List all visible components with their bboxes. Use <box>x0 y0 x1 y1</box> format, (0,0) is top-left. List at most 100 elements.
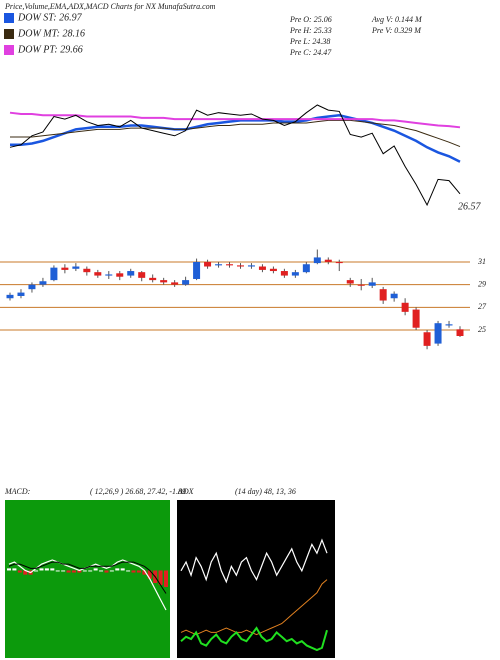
info-text: Pre L: 24.38 <box>289 37 330 46</box>
y-tick-label: 29 <box>478 279 486 288</box>
candle-body <box>313 257 321 264</box>
candle-body <box>182 280 190 285</box>
macd-histogram-bar <box>50 568 55 571</box>
legend-label: DOW PT: 29.66 <box>17 44 83 55</box>
macd-histogram-bar <box>61 570 66 572</box>
macd-histogram-bar <box>93 568 98 571</box>
macd-histogram-bar <box>158 570 163 586</box>
info-text: Pre C: 24.47 <box>289 48 332 57</box>
macd-histogram-bar <box>131 570 136 573</box>
macd-histogram-bar <box>34 570 39 572</box>
plus-di-line <box>180 626 328 652</box>
macd-label: MACD: <box>4 487 31 496</box>
candle-body <box>269 268 277 272</box>
info-text: Pre O: 25.06 <box>289 15 332 24</box>
price-line <box>9 104 461 207</box>
ema-line <box>10 113 461 163</box>
candle-body <box>116 273 124 277</box>
candle-body <box>105 274 113 276</box>
macd-histogram-bar <box>17 570 22 573</box>
candle-body <box>335 261 343 264</box>
candle-body <box>28 284 36 290</box>
candle-body <box>236 265 244 267</box>
legend-swatch <box>4 29 14 39</box>
candle-body <box>226 264 234 266</box>
last-price-label: 26.57 <box>458 201 482 212</box>
candle-body <box>368 282 376 286</box>
macd-histogram-bar <box>7 568 11 571</box>
y-tick-label: 31 <box>477 257 486 266</box>
candle-body <box>127 271 135 276</box>
ema-line <box>10 119 461 148</box>
candle-body <box>390 293 398 299</box>
candle-body <box>324 259 332 262</box>
legend-label: DOW ST: 26.97 <box>17 12 83 23</box>
macd-histogram-bar <box>104 570 109 573</box>
info-text: Pre V: 0.329 M <box>371 26 422 35</box>
macd-histogram-bar <box>23 570 28 575</box>
legend-swatch <box>4 13 14 23</box>
macd-histogram-bar <box>82 570 87 572</box>
candle-body <box>445 324 453 326</box>
adx-params: (14 day) 48, 13, 36 <box>235 487 296 496</box>
candle-body <box>61 267 69 270</box>
signal-line <box>8 561 167 594</box>
y-tick-label: 25 <box>478 325 486 334</box>
legend-swatch <box>4 45 14 55</box>
candle-body <box>17 292 25 296</box>
macd-histogram-bar <box>39 568 44 571</box>
macd-histogram-bar <box>115 568 120 571</box>
legend-label: DOW MT: 28.16 <box>17 28 85 39</box>
candle-body <box>94 272 102 276</box>
ema-line <box>9 111 461 129</box>
candle-body <box>423 332 431 346</box>
macd-histogram-bar <box>77 570 82 573</box>
candle-body <box>346 280 354 284</box>
adx-label: ADX <box>177 487 195 496</box>
minus-di-line <box>180 579 328 636</box>
candle-body <box>247 265 255 267</box>
candle-body <box>280 271 288 276</box>
y-tick-label: 27 <box>478 302 487 311</box>
candle-body <box>379 289 387 301</box>
info-text: Pre H: 25.33 <box>289 26 332 35</box>
candle-body <box>50 267 58 281</box>
macd-histogram-bar <box>71 570 76 573</box>
candle-body <box>258 266 266 270</box>
adx-line <box>180 538 328 584</box>
macd-panel <box>5 500 170 658</box>
macd-histogram-bar <box>120 568 125 571</box>
candle-body <box>138 272 146 278</box>
info-text: Avg V: 0.144 M <box>371 15 423 24</box>
candle-body <box>456 329 464 336</box>
candle-body <box>149 277 157 281</box>
macd-histogram-bar <box>44 568 49 571</box>
candle-body <box>291 272 299 276</box>
macd-histogram-bar <box>88 570 93 572</box>
macd-histogram-bar <box>147 570 152 579</box>
candle-body <box>72 266 80 269</box>
macd-histogram-bar <box>55 570 60 572</box>
candle-body <box>357 284 365 286</box>
candle-body <box>215 264 223 266</box>
macd-histogram-bar <box>12 568 17 571</box>
macd-histogram-bar <box>109 570 114 572</box>
page-title: Price,Volume,EMA,ADX,MACD Charts for NX … <box>4 2 216 11</box>
candle-body <box>6 294 14 299</box>
candle-body <box>193 261 201 279</box>
macd-histogram-bar <box>136 570 141 573</box>
candle-body <box>401 302 409 312</box>
candle-body <box>302 264 310 273</box>
candle-body <box>83 268 91 273</box>
candle-body <box>434 323 442 344</box>
macd-histogram-bar <box>164 570 168 587</box>
candle-body <box>39 281 47 285</box>
candle-body <box>160 280 168 283</box>
macd-histogram-bar <box>142 570 147 575</box>
candle-body <box>204 261 212 267</box>
candle-body <box>171 282 179 285</box>
macd-histogram-bar <box>66 570 71 573</box>
macd-histogram-bar <box>99 570 104 572</box>
macd-histogram-bar <box>126 570 131 572</box>
